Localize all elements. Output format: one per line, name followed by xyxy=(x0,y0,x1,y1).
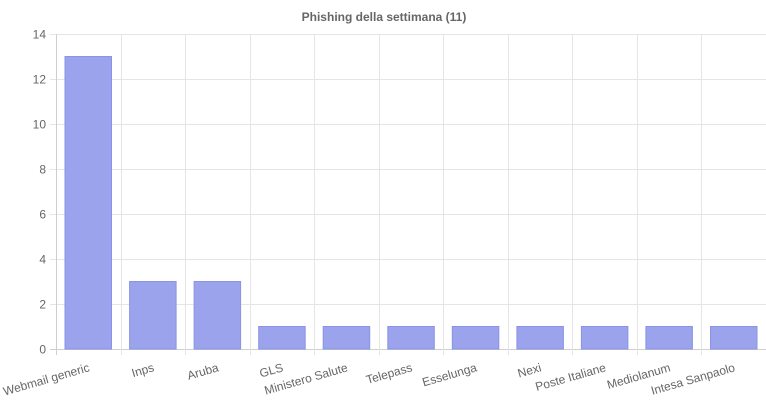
bar-mediolanum[interactable] xyxy=(645,326,693,350)
bar-ministero-salute[interactable] xyxy=(322,326,371,350)
y-tick-label: 6 xyxy=(39,208,46,222)
x-tick-label: Poste Italiane xyxy=(534,360,608,394)
y-tick-label: 4 xyxy=(39,253,46,267)
x-tick-label: Nexi xyxy=(516,360,543,380)
bar-telepass[interactable] xyxy=(387,326,435,350)
bar-esselunga[interactable] xyxy=(451,326,500,350)
x-tick-label: Esselunga xyxy=(421,360,479,389)
bar-nexi[interactable] xyxy=(516,326,564,350)
chart-title: Phishing della settimana (11) xyxy=(302,10,467,24)
y-tick-label: 2 xyxy=(39,298,46,312)
bar-poste-italiane[interactable] xyxy=(580,326,629,350)
y-tick-label: 0 xyxy=(39,343,46,357)
grid-lines xyxy=(50,34,766,355)
x-tick-label: Webmail generic xyxy=(2,360,92,398)
bars xyxy=(64,56,758,350)
bar-inps[interactable] xyxy=(129,281,177,350)
y-tick-label: 8 xyxy=(39,163,46,177)
bar-gls[interactable] xyxy=(258,326,306,350)
bar-webmail-generic[interactable] xyxy=(64,56,112,350)
y-tick-label: 14 xyxy=(33,28,47,42)
y-tick-label: 12 xyxy=(33,73,47,87)
x-tick-label: GLS xyxy=(258,360,285,380)
x-tick-label: Aruba xyxy=(186,360,221,382)
y-axis-ticks: 0 2 4 6 8 10 12 14 xyxy=(33,28,47,357)
bar-intesa-sanpaolo[interactable] xyxy=(710,326,758,350)
y-tick-label: 10 xyxy=(33,118,47,132)
x-tick-label: Telepass xyxy=(364,360,413,387)
bar-aruba[interactable] xyxy=(193,281,242,350)
x-tick-label: Inps xyxy=(130,360,156,380)
